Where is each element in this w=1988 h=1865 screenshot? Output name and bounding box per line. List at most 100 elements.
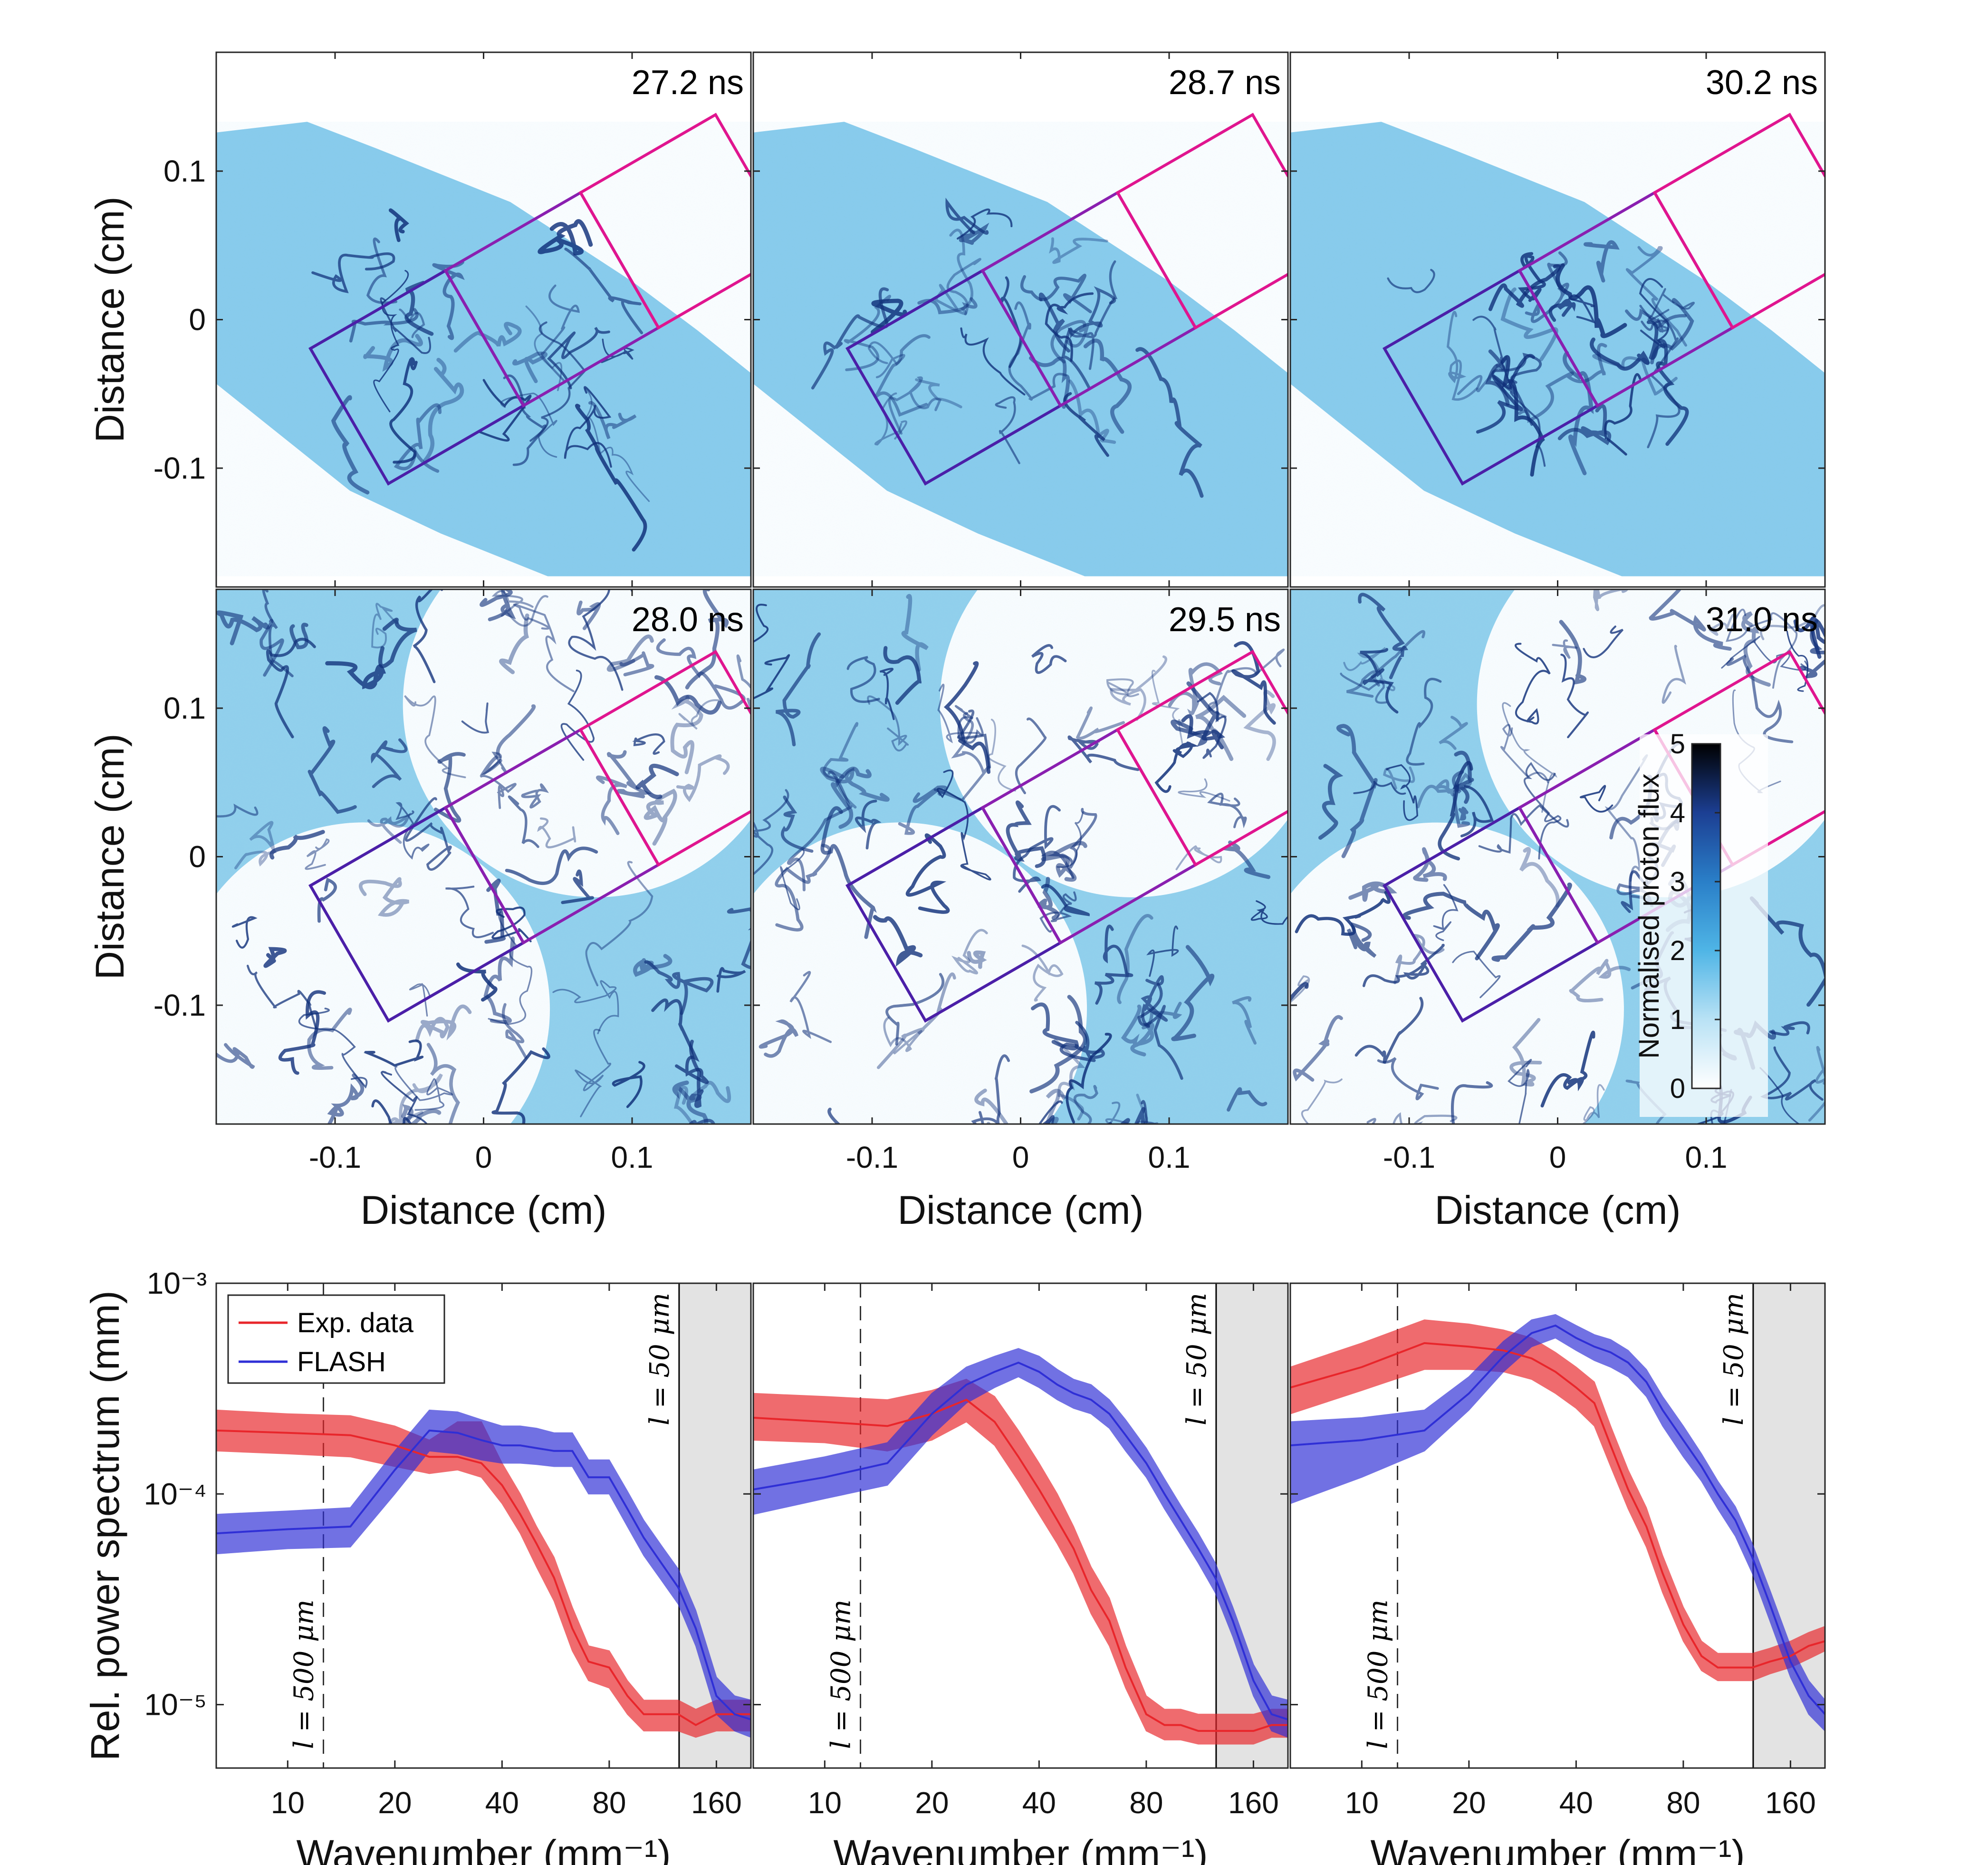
flux-filament: [1008, 301, 1067, 401]
x-tick-label: 0: [1549, 1140, 1566, 1174]
flux-filament: [445, 885, 494, 938]
flux-filament: [552, 980, 619, 1035]
flux-filament: [259, 619, 284, 677]
flux-filament: [883, 646, 922, 705]
flux-filament: [901, 594, 929, 672]
flux-filament: [1207, 792, 1247, 828]
resolution-limit-region: [1216, 1283, 1288, 1768]
flux-filament: [685, 589, 729, 690]
x-tick-label: 10: [271, 1786, 305, 1820]
flux-filament: [1519, 846, 1560, 908]
flux-filament: [216, 803, 259, 817]
flux-filament: [678, 699, 720, 730]
flux-filament: [873, 915, 923, 967]
flux-filament: [491, 1047, 550, 1124]
panel-content: [753, 52, 1288, 587]
flux-filament: [588, 401, 637, 440]
time-label: 28.0 ns: [632, 601, 744, 639]
flux-filament: [1067, 735, 1140, 771]
flux-filament: [381, 1070, 428, 1124]
flux-filament: [619, 651, 654, 677]
flux-filament: [262, 589, 294, 677]
chart-frame: [1289, 1282, 1826, 1769]
flux-filament: [1454, 750, 1474, 804]
flux-filament: [1197, 692, 1227, 759]
flux-filament: [855, 799, 882, 850]
flux-filament: [480, 589, 516, 622]
x-axis-label: Distance (cm): [360, 1188, 606, 1232]
x-axis-label: Distance (cm): [1434, 1188, 1681, 1232]
x-tick-label: -0.1: [1383, 1140, 1435, 1174]
spectrum-chart: l = 500 μm l = 50 μm 10 20 40 80 160 Wavenumber…: [83, 1266, 752, 1865]
y-tick-label: -0.1: [154, 451, 206, 485]
flux-filament: [1038, 292, 1071, 353]
flux-filament: [753, 789, 789, 876]
flux-filament: [413, 589, 443, 683]
panel-content: [216, 52, 751, 587]
flux-filament: [1386, 764, 1419, 821]
flux-filament: [1649, 589, 1732, 651]
flux-filament: [1769, 1021, 1810, 1036]
flux-filament: [1073, 1085, 1099, 1124]
flux-filament: [1646, 320, 1689, 446]
flux-filament: [1066, 1033, 1112, 1124]
flux-filament: [478, 379, 532, 442]
flux-filament: [1049, 237, 1108, 264]
flux-filament: [1579, 785, 1613, 813]
flux-filament: [971, 1054, 1010, 1124]
flux-filament: [405, 797, 452, 871]
flux-filament: [879, 667, 895, 721]
flux-filament: [266, 637, 316, 739]
flux-filament: [1625, 308, 1687, 329]
proton-image-panel: 27.2 ns 0.1 0 -0.1 Distance (cm): [87, 51, 752, 588]
flux-filament: [585, 861, 653, 987]
flux-filament: [1029, 995, 1087, 1094]
flux-filament: [307, 1008, 352, 1070]
flux-filament: [1293, 1015, 1343, 1082]
panel-content: [753, 589, 1288, 1124]
flux-filament: [513, 603, 575, 692]
legend: Exp. data FLASH: [227, 1294, 445, 1384]
x-tick-label: 10: [808, 1786, 842, 1820]
flux-filament: [946, 258, 981, 316]
flux-filament: [905, 833, 950, 914]
flux-filament: [1050, 320, 1090, 364]
flux-filament: [395, 802, 430, 860]
flux-filament: [538, 219, 593, 256]
flux-filament: [1083, 338, 1132, 434]
flux-filament: [1392, 1112, 1458, 1124]
flux-filament: [1037, 876, 1059, 920]
flux-filament: [1452, 951, 1501, 999]
flux-filament: [959, 222, 989, 245]
flux-filament: [1569, 959, 1631, 1003]
series-line: [753, 1398, 1288, 1732]
flux-filament: [1559, 620, 1587, 685]
flux-filament: [349, 308, 419, 343]
flux-filament: [394, 403, 442, 473]
flux-filament: [1151, 670, 1183, 745]
series-band: [753, 1379, 1288, 1745]
flux-filament: [1106, 678, 1139, 697]
flux-filament: [1452, 770, 1470, 828]
y-tick-label: 0: [189, 840, 206, 874]
flux-filament: [689, 1039, 704, 1108]
flux-filament: [1626, 246, 1687, 347]
flux-filament: [1433, 884, 1459, 942]
flux-filament: [995, 396, 1020, 464]
x-tick-label: 160: [1228, 1786, 1279, 1820]
flux-filament: [1146, 925, 1179, 977]
flux-filament: [508, 795, 539, 848]
analysis-box: [578, 650, 751, 867]
flux-filament: [1560, 654, 1589, 739]
flux-filament: [1135, 347, 1204, 498]
flux-filament: [1457, 355, 1508, 395]
flux-filament: [1557, 404, 1612, 445]
flux-filament: [1039, 891, 1077, 933]
colorbar-tick-label: 2: [1670, 935, 1685, 966]
flux-filament: [1227, 1087, 1268, 1112]
flux-filament: [937, 683, 978, 743]
flux-filament: [1178, 778, 1230, 802]
flux-filament: [1584, 240, 1620, 283]
x-tick-label: 40: [1022, 1786, 1056, 1820]
flux-filament: [1006, 800, 1047, 868]
